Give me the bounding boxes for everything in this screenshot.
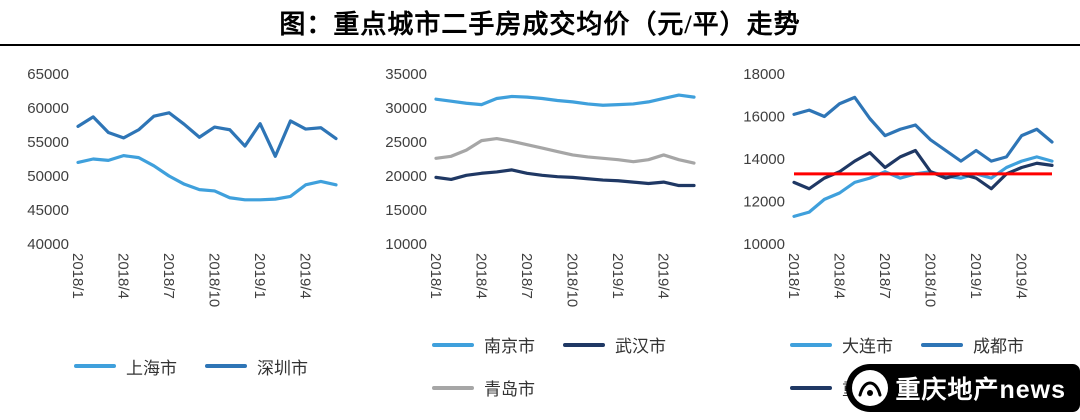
chart-panel-nanjing-wuhan-qingdao: 10000 15000 20000 25000 30000 35000 2018/1 2018… [372,54,702,406]
line-chart-nanjing-wuhan-qingdao: 10000 15000 20000 25000 30000 35000 2018/1 2018… [385,66,696,307]
x-axis-tick-label: 2018/4 [831,253,848,299]
legend-line-marker [790,385,832,390]
legend-line-marker [921,342,963,347]
y-axis-tick-label: 25000 [385,134,427,151]
legend-label: 成都市 [973,337,1024,356]
series-line-重庆市 [792,148,1054,191]
y-axis-tick-label: 15000 [385,202,427,219]
watermark-logo-icon [851,369,889,407]
x-axis-tick-label: 2019/4 [655,253,672,299]
x-axis-tick-label: 2018/4 [473,253,490,299]
legend-item-南京市: 南京市 [432,332,535,357]
series-line-深圳市 [76,111,338,158]
page-title: 图：重点城市二手房成交均价（元/平）走势 [279,9,801,39]
x-axis-tick-label: 2018/7 [518,253,535,299]
x-axis-tick-label: 2019/1 [609,253,626,299]
legend-label: 青岛市 [484,380,535,399]
y-axis-tick-label: 45000 [27,202,69,219]
legend-item-青岛市: 青岛市 [432,375,535,400]
x-axis-tick-label: 2018/4 [115,253,132,299]
x-axis-tick-label: 2018/7 [160,253,177,299]
x-axis-tick-label: 2019/1 [251,253,268,299]
legend-item-成都市: 成都市 [921,332,1024,357]
series-line-青岛市 [434,136,696,165]
y-axis-tick-label: 55000 [27,134,69,151]
legend-line-marker [74,364,116,368]
legend-item-大连市: 大连市 [790,332,893,357]
chart-panel-shanghai-shenzhen: 40000 45000 50000 55000 60000 65000 2018/1 2018… [14,54,344,406]
x-axis-tick-label: 2018/1 [785,253,802,299]
watermark: 重庆地产news [846,364,1080,412]
y-axis-tick-label: 35000 [385,66,427,83]
y-axis-tick-label: 16000 [743,109,785,126]
legend-label: 大连市 [842,337,893,356]
x-axis-tick-label: 2019/1 [967,253,984,299]
charts-row: 40000 45000 50000 55000 60000 65000 2018/1 2018… [0,46,1080,406]
legend-label: 深圳市 [257,358,308,378]
y-axis-tick-label: 20000 [385,168,427,185]
legend-item-上海市: 上海市 [74,354,177,379]
x-axis-tick-label: 2019/4 [1013,253,1030,299]
chart-legend: 南京市 武汉市青岛市 [372,326,702,406]
x-axis-tick-label: 2018/1 [427,253,444,299]
x-axis-tick-label: 2018/10 [922,253,939,307]
watermark-text: 重庆地产news [895,376,1066,404]
line-chart-dalian-chengdu-chongqing: 10000 12000 14000 16000 18000 2018/1 2018/4 201… [743,66,1054,307]
legend-label: 南京市 [484,337,535,356]
y-axis-tick-label: 18000 [743,66,785,83]
legend-line-marker [432,342,474,347]
legend-label: 上海市 [126,358,177,378]
series-line-武汉市 [434,168,696,188]
x-axis-tick-label: 2019/4 [297,253,314,299]
legend-line-marker [205,364,247,368]
x-axis-tick-label: 2018/7 [876,253,893,299]
y-axis-tick-label: 12000 [743,194,785,211]
legend-item-武汉市: 武汉市 [563,332,666,357]
chart-header: 图：重点城市二手房成交均价（元/平）走势 [0,0,1080,46]
y-axis-tick-label: 10000 [385,236,427,253]
legend-line-marker [432,385,474,390]
y-axis-tick-label: 14000 [743,151,785,168]
x-axis-tick-label: 2018/1 [69,253,86,299]
series-line-南京市 [434,93,696,107]
y-axis-tick-label: 10000 [743,236,785,253]
x-axis-tick-label: 2018/10 [206,253,223,307]
series-line-大连市 [792,155,1054,218]
y-axis-tick-label: 40000 [27,236,69,253]
legend-line-marker [790,342,832,347]
y-axis-tick-label: 30000 [385,100,427,117]
legend-item-深圳市: 深圳市 [205,354,308,379]
y-axis-tick-label: 60000 [27,100,69,117]
chart-panel-dalian-chengdu-chongqing: 10000 12000 14000 16000 18000 2018/1 2018/4 201… [730,54,1060,406]
series-line-成都市 [792,95,1054,163]
y-axis-tick-label: 65000 [27,66,69,83]
legend-label: 武汉市 [615,337,666,356]
line-chart-shanghai-shenzhen: 40000 45000 50000 55000 60000 65000 2018/1 2018… [27,66,338,307]
series-line-上海市 [76,153,338,202]
chart-legend: 上海市 深圳市 [14,326,344,406]
legend-line-marker [563,342,605,347]
y-axis-tick-label: 50000 [27,168,69,185]
x-axis-tick-label: 2018/10 [564,253,581,307]
